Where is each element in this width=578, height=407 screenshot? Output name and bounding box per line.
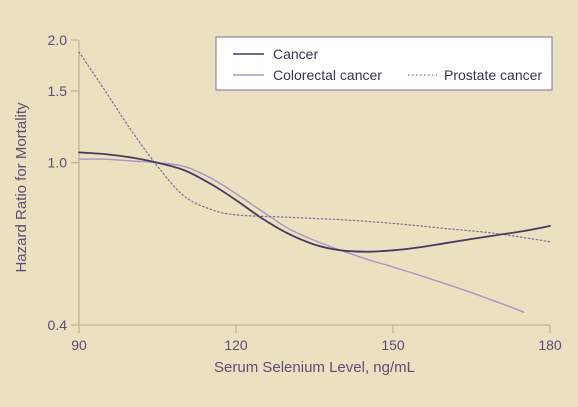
legend-box: [215, 36, 553, 91]
legend-label-prostate-cancer: Prostate cancer: [444, 67, 542, 83]
series-line-cancer: [78, 151, 551, 253]
x-axis-title: Serum Selenium Level, ng/mL: [214, 359, 415, 376]
x-tick-label: 180: [538, 337, 562, 353]
x-tick-label: 90: [71, 337, 87, 353]
axes: 0.4 1.0 1.5 2.0 90 120 150 180: [48, 32, 562, 353]
y-tick-label: 2.0: [48, 32, 68, 48]
y-tick-label: 0.4: [48, 317, 68, 333]
legend-label-colorectal-cancer: Colorectal cancer: [273, 67, 382, 83]
y-ticks: 0.4 1.0 1.5 2.0: [48, 32, 79, 333]
y-axis-title: Hazard Ratio for Mortality: [13, 102, 30, 273]
y-tick-label: 1.5: [48, 83, 68, 99]
x-tick-label: 150: [381, 337, 405, 353]
series-line-colorectal-cancer: [78, 158, 525, 313]
legend-label-cancer: Cancer: [273, 46, 318, 62]
x-ticks: 90 120 150 180: [71, 325, 562, 353]
y-tick-label: 1.0: [48, 155, 68, 171]
series-line-prostate-cancer: [78, 51, 551, 243]
x-tick-label: 120: [224, 337, 248, 353]
legend: Cancer Colorectal cancer Prostate cancer: [215, 36, 553, 91]
series-layer: [78, 51, 551, 313]
